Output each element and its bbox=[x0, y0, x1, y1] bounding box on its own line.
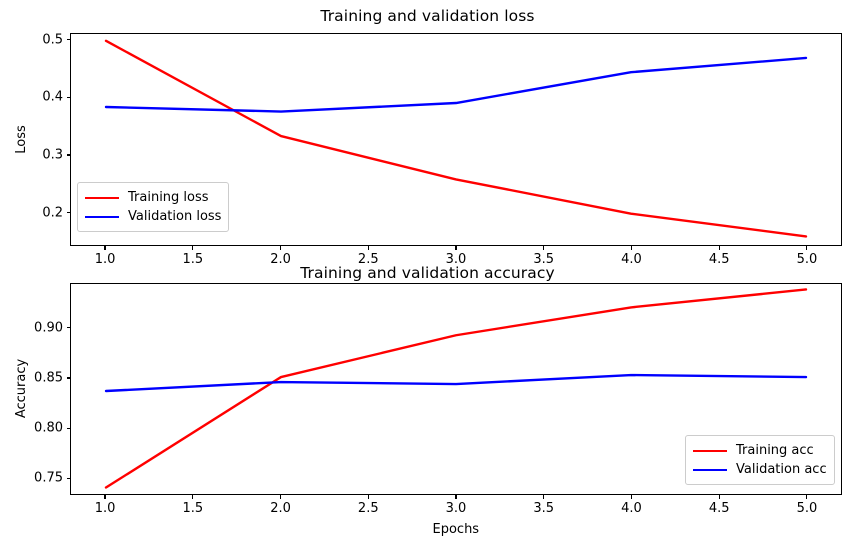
x-tick-mark bbox=[367, 246, 369, 250]
validation-loss-line-swatch bbox=[85, 215, 119, 218]
training-acc-legend-label: Training acc bbox=[736, 443, 814, 458]
x-tick-mark bbox=[806, 246, 808, 250]
y-tick-label: 0.4 bbox=[42, 89, 63, 105]
y-tick-label: 0.85 bbox=[34, 370, 63, 386]
accuracy-plot-lines bbox=[71, 284, 841, 494]
y-tick-label: 0.90 bbox=[34, 320, 63, 336]
x-tick-mark bbox=[630, 246, 633, 250]
x-tick-mark bbox=[104, 495, 106, 499]
y-tick-label: 0.3 bbox=[42, 147, 63, 163]
x-tick-label: 1.5 bbox=[182, 501, 204, 516]
x-tick-label: 2.0 bbox=[270, 501, 291, 516]
x-tick-mark bbox=[455, 495, 457, 499]
y-tick-label: 0.2 bbox=[42, 205, 63, 221]
y-tick-mark bbox=[66, 96, 70, 99]
x-tick-mark bbox=[543, 246, 545, 250]
y-tick-mark bbox=[66, 154, 70, 156]
x-tick-mark bbox=[104, 246, 106, 250]
x-tick-mark bbox=[543, 495, 545, 499]
y-tick-mark bbox=[66, 39, 70, 41]
x-tick-label: 2.5 bbox=[357, 501, 379, 516]
x-tick-label: 3.0 bbox=[445, 252, 467, 267]
x-tick-label: 3.5 bbox=[533, 252, 555, 267]
x-tick-label: 4.5 bbox=[708, 252, 730, 267]
loss-plot-lines bbox=[71, 34, 841, 245]
accuracy-y-axis-label: Accuracy bbox=[13, 358, 29, 419]
legend-item-validation-loss: Validation loss bbox=[85, 207, 221, 226]
y-tick-mark bbox=[66, 477, 70, 479]
legend-item-training-acc: Training acc bbox=[693, 441, 827, 460]
accuracy-legend[interactable]: Training acc Validation acc bbox=[685, 435, 835, 485]
x-tick-mark bbox=[630, 495, 633, 499]
legend-item-training-loss: Training loss bbox=[85, 188, 221, 207]
subplot-training-validation-accuracy: Training and validation accuracy 0.75 0.8… bbox=[0, 258, 855, 547]
x-tick-mark bbox=[718, 246, 720, 250]
x-tick-mark bbox=[718, 495, 720, 499]
x-tick-label: 4.0 bbox=[621, 501, 642, 516]
validation-acc-legend-label: Validation acc bbox=[736, 462, 827, 477]
x-tick-label: 3.5 bbox=[533, 501, 555, 516]
x-tick-mark bbox=[279, 246, 282, 250]
series-line-training-loss bbox=[106, 41, 806, 237]
x-tick-mark bbox=[806, 495, 808, 499]
x-tick-label: 2.0 bbox=[270, 252, 291, 267]
training-loss-line-swatch bbox=[85, 196, 119, 199]
validation-loss-legend-label: Validation loss bbox=[128, 209, 222, 224]
loss-legend[interactable]: Training loss Validation loss bbox=[77, 182, 230, 232]
x-tick-mark bbox=[455, 246, 457, 250]
x-tick-label: 2.5 bbox=[357, 252, 379, 267]
x-tick-label: 3.0 bbox=[445, 501, 467, 516]
x-tick-mark bbox=[192, 246, 194, 250]
x-tick-label: 4.5 bbox=[708, 501, 730, 516]
x-tick-mark bbox=[192, 495, 194, 499]
x-tick-label: 1.5 bbox=[182, 252, 204, 267]
training-loss-legend-label: Training loss bbox=[128, 190, 209, 205]
x-tick-label: 5.0 bbox=[796, 252, 818, 267]
training-acc-line-swatch bbox=[693, 449, 727, 452]
series-line-validation-loss bbox=[106, 58, 806, 112]
loss-chart-title: Training and validation loss bbox=[320, 7, 535, 25]
y-tick-mark bbox=[66, 327, 70, 329]
x-tick-label: 1.0 bbox=[94, 252, 116, 267]
x-tick-label: 1.0 bbox=[94, 501, 116, 516]
accuracy-x-axis-label: Epochs bbox=[432, 522, 480, 537]
series-line-training-acc bbox=[106, 289, 806, 487]
accuracy-chart-title: Training and validation accuracy bbox=[300, 264, 555, 282]
series-line-validation-acc bbox=[106, 375, 806, 391]
legend-item-validation-acc: Validation acc bbox=[693, 460, 827, 479]
validation-acc-line-swatch bbox=[693, 468, 727, 471]
y-tick-label: 0.80 bbox=[34, 420, 63, 436]
x-tick-label: 5.0 bbox=[796, 501, 818, 516]
x-tick-label: 4.0 bbox=[621, 252, 642, 267]
y-tick-label: 0.75 bbox=[34, 470, 63, 486]
loss-y-axis-label: Loss bbox=[13, 124, 29, 154]
y-tick-mark bbox=[66, 427, 70, 429]
y-tick-label: 0.5 bbox=[42, 32, 63, 48]
x-tick-mark bbox=[279, 495, 282, 499]
y-tick-mark bbox=[66, 212, 70, 214]
y-tick-mark bbox=[66, 377, 70, 379]
subplot-training-validation-loss: Training and validation loss 0.2 0.3 0.4 0.… bbox=[0, 0, 855, 272]
x-tick-mark bbox=[367, 495, 369, 499]
